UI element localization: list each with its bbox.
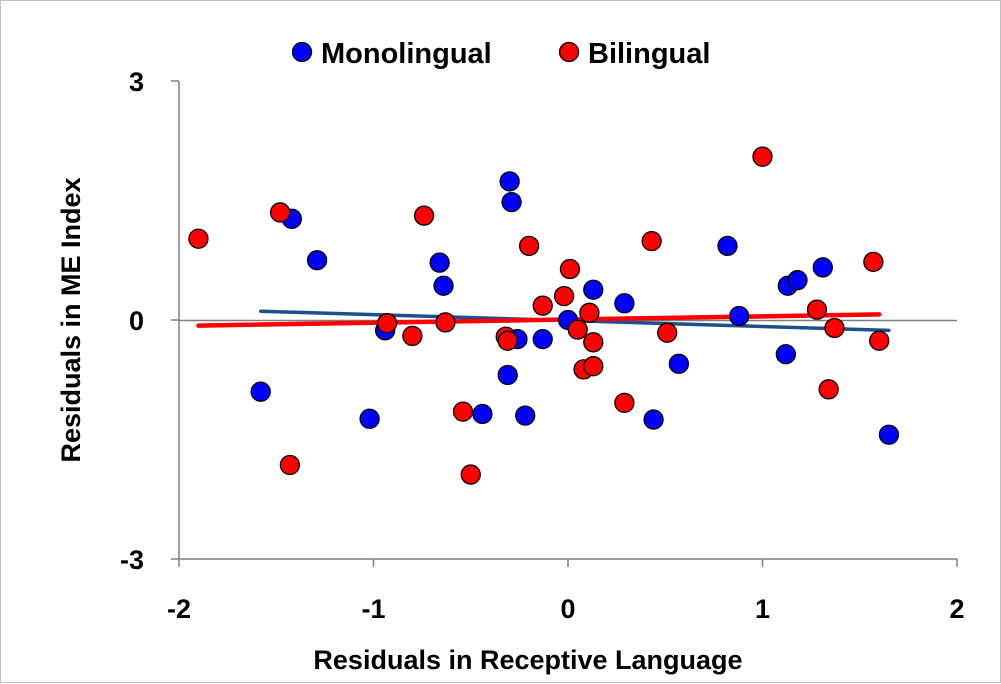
bilingual-point <box>567 319 588 340</box>
bilingual-point <box>559 258 581 280</box>
bilingual-point <box>532 295 553 316</box>
bilingual-point <box>614 392 635 414</box>
tick-labels: -2 -1 0 1 2 3 0 -3 <box>120 67 965 624</box>
ticks <box>171 80 958 567</box>
bilingual-point <box>188 228 209 249</box>
data-points <box>188 146 900 485</box>
bilingual-point <box>518 235 540 257</box>
x-tick-label: -1 <box>361 594 385 624</box>
bilingual-point <box>435 312 456 333</box>
bilingual-point <box>376 313 398 334</box>
legend-label-bilingual: Bilingual <box>588 38 710 70</box>
legend-label-monolingual: Monolingual <box>321 38 492 70</box>
bilingual-point <box>460 464 481 485</box>
monolingual-point <box>499 171 520 192</box>
x-tick-label: -2 <box>167 594 191 624</box>
bilingual-point <box>269 202 291 223</box>
legend: Monolingual Bilingual <box>291 38 710 70</box>
bilingual-point <box>806 299 828 320</box>
monolingual-point <box>306 250 328 271</box>
x-axis-title: Residuals in Receptive Language <box>313 645 742 675</box>
bilingual-point <box>583 356 604 377</box>
bilingual-point <box>818 379 839 400</box>
bilingual-point <box>413 205 435 226</box>
monolingual-point <box>433 275 454 296</box>
bilingual-point <box>497 330 518 351</box>
x-tick-label: 1 <box>755 594 770 624</box>
y-tick-label: 0 <box>129 306 144 336</box>
bilingual-point <box>641 230 662 252</box>
bilingual-point <box>657 322 678 343</box>
monolingual-point <box>668 353 690 374</box>
monolingual-point <box>472 403 493 425</box>
monolingual-point <box>583 279 604 300</box>
bilingual-point <box>579 302 600 323</box>
monolingual-point <box>729 305 750 327</box>
bilingual-point <box>553 285 575 307</box>
monolingual-point <box>429 252 450 273</box>
monolingual-point <box>775 344 796 365</box>
monolingual-point <box>787 270 808 291</box>
monolingual-point <box>532 328 553 350</box>
bilingual-point <box>752 146 773 167</box>
bilingual-point <box>402 325 423 347</box>
bilingual-point <box>863 251 884 272</box>
bilingual-point <box>452 401 474 422</box>
legend-marker-monolingual <box>291 41 313 63</box>
y-tick-label: 3 <box>129 67 144 97</box>
x-tick-label: 2 <box>949 594 964 624</box>
bilingual-point <box>583 332 604 353</box>
monolingual-point <box>878 424 900 445</box>
monolingual-point <box>501 191 522 213</box>
monolingual-point <box>643 409 664 430</box>
x-tick-label: 0 <box>560 594 575 624</box>
bilingual-point <box>824 317 845 339</box>
monolingual-point <box>250 381 271 402</box>
monolingual-point <box>515 405 536 426</box>
y-tick-label: -3 <box>120 545 144 575</box>
bilingual-trend-line <box>196 312 882 328</box>
legend-marker-bilingual <box>558 41 580 63</box>
monolingual-point <box>717 235 738 257</box>
monolingual-point <box>497 364 518 386</box>
monolingual-point <box>359 408 380 429</box>
y-axis-title: Residuals in ME Index <box>56 177 86 462</box>
bilingual-point <box>279 454 301 476</box>
bilingual-point <box>869 330 890 351</box>
monolingual-point <box>614 293 635 314</box>
monolingual-point <box>812 257 833 278</box>
